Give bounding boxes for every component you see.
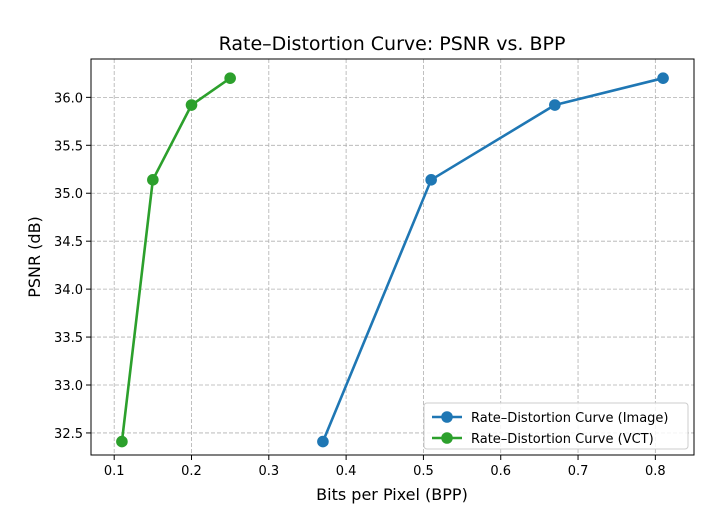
- data-point-0-3: [657, 72, 669, 84]
- x-tick-label: 0.2: [181, 464, 202, 479]
- y-tick-label: 34.0: [54, 283, 83, 298]
- chart-title: Rate–Distortion Curve: PSNR vs. BPP: [219, 33, 566, 55]
- y-tick-label: 35.5: [54, 139, 83, 154]
- series-line-1: [120, 76, 232, 443]
- data-point-1-3: [224, 72, 236, 84]
- data-point-0-0: [317, 435, 329, 448]
- axis-ticks: 0.1 0.2 0.3 0.4 0.5 0.6 0.7 0.8 32.5 33.0 33.5 34.0…: [54, 91, 666, 479]
- grid: [91, 59, 694, 455]
- x-tick-label: 0.1: [104, 464, 125, 479]
- legend-marker-0: [441, 411, 453, 423]
- y-tick-label: 33.0: [54, 379, 83, 394]
- y-tick-label: 34.5: [54, 235, 83, 250]
- y-tick-label: 32.5: [54, 427, 83, 442]
- data-point-0-2: [549, 99, 561, 111]
- x-tick-label: 0.3: [258, 464, 279, 479]
- y-tick-label: 35.0: [54, 187, 83, 202]
- y-tick-label: 36.0: [54, 91, 83, 106]
- data-point-1-2: [185, 99, 198, 111]
- data-point-1-1: [147, 174, 159, 186]
- plot-area-frame: [90, 58, 695, 456]
- y-axis-label: PSNR (dB): [25, 216, 44, 298]
- series-layer: [116, 72, 669, 448]
- x-tick-label: 0.7: [568, 464, 589, 479]
- legend-label-0: Rate–Distortion Curve (Image): [471, 411, 668, 426]
- legend-label-1: Rate–Distortion Curve (VCT): [471, 432, 654, 447]
- legend: Rate–Distortion Curve (Image) Rate–Distor…: [423, 402, 689, 450]
- series-line-0: [321, 76, 665, 443]
- x-tick-label: 0.8: [645, 464, 666, 479]
- data-point-0-1: [425, 174, 437, 186]
- x-tick-label: 0.6: [490, 464, 511, 479]
- data-point-1-0: [116, 435, 128, 448]
- x-tick-label: 0.4: [336, 464, 357, 479]
- x-axis-label: Bits per Pixel (BPP): [316, 485, 468, 504]
- x-tick-label: 0.5: [413, 464, 434, 479]
- y-tick-label: 33.5: [54, 331, 83, 346]
- legend-box: [423, 402, 689, 450]
- legend-marker-1: [441, 432, 453, 444]
